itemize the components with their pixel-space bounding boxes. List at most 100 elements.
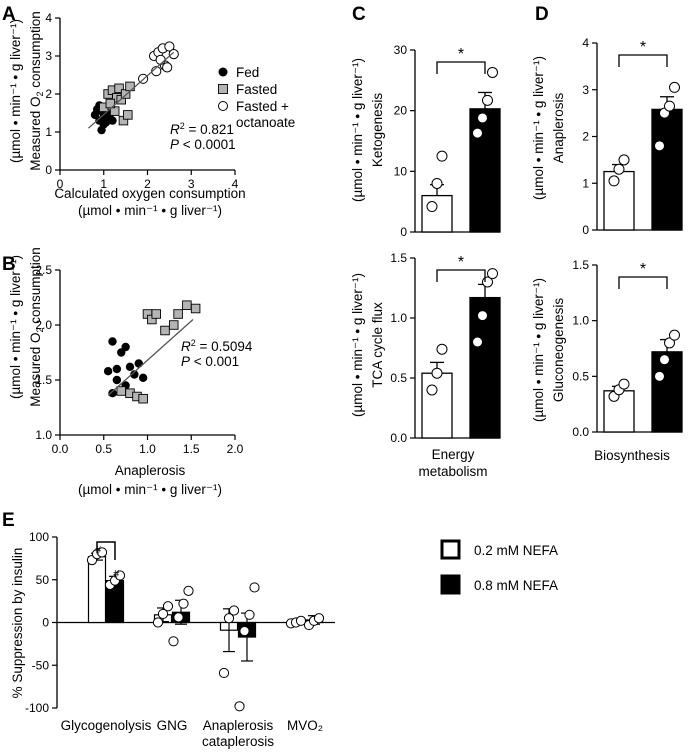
- e-anaplerosis-xsublabel: cataplerosis: [202, 734, 274, 749]
- panel-label-b: B: [2, 254, 16, 275]
- b-point-fasted: [160, 325, 170, 336]
- c-bottom-data-point: [436, 343, 448, 355]
- c-top-data-point: [487, 66, 498, 78]
- a-xtick-label: 3: [188, 177, 195, 191]
- d-bottom-ytick-label: 0.5: [572, 369, 589, 383]
- d-top-ylabel: Anaplerosis: [551, 92, 566, 163]
- c-top-ytick-label: 0: [400, 225, 407, 239]
- b-ytick-label: 2.0: [35, 318, 52, 332]
- c-group-label-1: Energy: [432, 447, 475, 462]
- c-bottom-ytick-label: 1.5: [390, 251, 407, 265]
- a-pvalue: P < 0.0001: [170, 137, 236, 152]
- a-ytick-label: 0: [45, 163, 52, 177]
- b-ytick-label: 1.5: [35, 373, 52, 387]
- d-top-ytick-label: 0: [582, 223, 589, 237]
- d-top-ytick-label: 2: [582, 130, 589, 144]
- d-bottom-significance-mark: *: [640, 261, 646, 278]
- a-point-fasted-octanoate: [164, 41, 175, 52]
- a-xlabel: Calculated oxygen consumption: [54, 186, 245, 201]
- b-ylabel: Measured O2 consumption: [28, 247, 45, 407]
- e-ylabel: % Suppression by insulin: [10, 548, 25, 699]
- e-anaplerosis-data-point: [228, 605, 240, 616]
- d-bottom-plot: 0.0 0.5 1.0 1.5 *: [572, 258, 683, 439]
- b-xtick-label: 2.0: [227, 442, 244, 456]
- e-anaplerosis-xlabel: Anaplerosis: [203, 718, 274, 733]
- e-gng-data-point: [152, 617, 164, 628]
- a-xtick-label: 4: [232, 177, 239, 191]
- b-xtick-label: 1.0: [139, 442, 156, 456]
- b-xtick-label: 0.5: [95, 442, 112, 456]
- c-top-data-point: [426, 201, 438, 213]
- b-point-fed: [112, 375, 122, 385]
- a-r2: R2 = 0.821: [170, 121, 234, 137]
- c-bottom-ylabel: TCA cycle flux: [370, 302, 385, 388]
- b-point-fasted: [182, 300, 192, 310]
- c-bottom-data-point: [426, 384, 438, 396]
- c-bottom-significance-mark: *: [458, 254, 464, 271]
- d-top-data-point: [654, 140, 665, 152]
- e-glycogenolysis-hash-mark: #: [95, 545, 102, 557]
- e-anaplerosis-data-point: [218, 667, 230, 679]
- a-ytick-label: 2: [45, 87, 52, 101]
- panel-label-a: A: [2, 4, 16, 25]
- legend-08-swatch: [440, 574, 461, 595]
- d-bottom-significance-bracket: [618, 276, 668, 289]
- b-pvalue: P < 0.001: [181, 354, 239, 369]
- b-plot: 0.0 0.5 1.0 1.5 2.0 1.0 1.5 2.0 2.5: [35, 263, 243, 456]
- c-top-plot: 0 10 20 30 *: [394, 43, 501, 239]
- e-anaplerosis-data-point: [239, 625, 250, 637]
- a-point-fed: [97, 125, 106, 135]
- e-anaplerosis-data-point: [244, 609, 255, 620]
- c-bottom-bar-black: [469, 296, 501, 439]
- c-bottom-ytick-label: 0.5: [390, 371, 407, 385]
- a-point-fasted: [125, 81, 135, 92]
- panel-d: Anaplerosis (µmol • min⁻¹ • g liver⁻¹) G…: [531, 56, 670, 463]
- c-bottom-data-point: [487, 268, 498, 280]
- b-point-fed: [130, 370, 139, 379]
- legend-02-label: 0.2 mM NEFA: [474, 543, 558, 558]
- e-mvo2-data-point: [313, 613, 325, 624]
- a-point-fasted: [114, 83, 124, 94]
- d-top-data-point: [669, 81, 680, 93]
- d-bottom-ytick-label: 0.0: [572, 425, 589, 439]
- b-point-fasted: [151, 309, 161, 319]
- e-glycogenolysis-hash-mark: #: [113, 569, 120, 581]
- b-point-fasted: [190, 303, 201, 314]
- legend-fed-marker: [218, 67, 228, 77]
- a-ytick-label: 1: [45, 125, 52, 139]
- b-point-fed: [108, 337, 117, 346]
- a-point-fasted-octanoate: [155, 54, 166, 65]
- b-point-fed: [108, 389, 117, 398]
- b-point-fed: [103, 367, 113, 376]
- b-point-fasted: [138, 393, 148, 404]
- b-point-fasted: [116, 386, 126, 396]
- b-r2: R2 = 0.5094: [181, 338, 253, 354]
- e-plot: -100 -50 0 50 100 # # Glycogenolysis GNG Anaplero…: [25, 530, 335, 749]
- c-bottom-bar-white: [421, 372, 453, 439]
- c-top-data-point: [472, 127, 483, 139]
- b-point-fed: [112, 364, 122, 374]
- legend-fasted-marker: [218, 84, 228, 94]
- e-glycogenolysis-bracket: [96, 541, 116, 560]
- c-top-significance-mark: *: [458, 46, 464, 63]
- c-bottom-ytick-label: 1.0: [390, 311, 407, 325]
- c-top-ytick-label: 10: [394, 164, 408, 178]
- a-fit-line: [88, 51, 175, 129]
- e-glycogenolysis-data-point: [114, 570, 126, 581]
- e-glycogenolysis-data-point: [96, 547, 108, 558]
- d-bottom-data-point: [618, 378, 630, 390]
- d-bottom-bar-black: [651, 351, 683, 433]
- panel-b: Measured O2 consumption (µmol • min⁻¹ • …: [8, 247, 253, 497]
- a-xunits: (µmol • min⁻¹ • g liver⁻¹): [78, 203, 222, 218]
- d-top-yunits: (µmol • min⁻¹ • g liver⁻¹): [531, 56, 546, 200]
- panel-e: % Suppression by insulin 0.2 mM NEFA 0.8…: [10, 539, 558, 699]
- a-point-fasted-octanoate: [168, 49, 179, 60]
- e-glycogenolysis-bar-white: [87, 556, 107, 624]
- d-top-ytick-label: 4: [582, 36, 589, 50]
- b-ytick-label: 1.0: [35, 428, 52, 442]
- e-ytick-label: 100: [29, 530, 49, 544]
- b-point-fed: [134, 359, 143, 368]
- d-top-data-point: [664, 100, 675, 112]
- c-bottom-data-point: [472, 336, 483, 348]
